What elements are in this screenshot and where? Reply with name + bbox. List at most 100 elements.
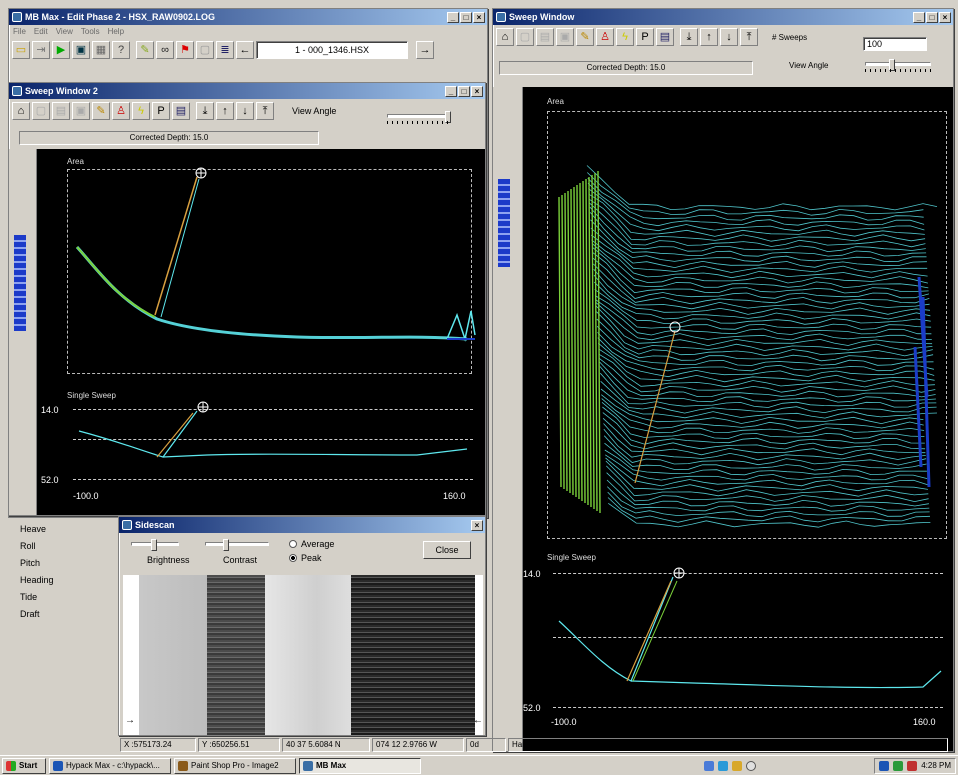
tray-b-icon[interactable] [893,760,904,771]
contrast-slider[interactable] [205,539,269,553]
sidescan-image[interactable]: → ← [123,575,483,735]
area-frame [67,169,472,374]
move-bottom-icon[interactable]: ⤓ [196,102,214,120]
flag-p-icon[interactable]: P [636,28,654,46]
depth-scale-bar[interactable] [498,179,510,267]
disabled-b-icon[interactable]: ▤ [52,102,70,120]
wand-icon[interactable]: ϟ [616,28,634,46]
area-label: Area [547,97,564,106]
sweep-side-panel [493,87,523,751]
disabled-a-icon[interactable]: ▢ [32,102,50,120]
move-down-icon[interactable]: ↓ [236,102,254,120]
doc-icon[interactable]: ▤ [656,28,674,46]
list-icon[interactable]: ≣ [216,41,234,59]
taskbar-item-mbmax[interactable]: MB Max [299,757,421,774]
next-file-icon[interactable]: ⇥ [32,41,50,59]
menu-edit[interactable]: Edit [33,26,48,36]
depth-bottom-label: 52.0 [523,703,541,713]
pencil-icon[interactable]: ✎ [92,102,110,120]
main-window-titlebar[interactable]: MB Max - Edit Phase 2 - HSX_RAW0902.LOG … [9,9,487,25]
disabled-c-icon[interactable]: ▣ [72,102,90,120]
peak-radio[interactable]: Peak [289,553,322,563]
status-longitude: 074 12 2.9766 W [372,738,464,752]
maximize-button[interactable]: □ [460,11,472,23]
move-bottom-icon[interactable]: ⤓ [680,28,698,46]
menu-tools[interactable]: Tools [80,26,100,36]
move-top-icon[interactable]: ⤒ [256,102,274,120]
tray-c-icon[interactable] [907,760,918,771]
help-icon[interactable]: ? [112,41,130,59]
menu-view[interactable]: View [55,26,73,36]
move-top-icon[interactable]: ⤒ [740,28,758,46]
system-tray: 4:28 PM [874,757,956,774]
sweep-toolbar: ⌂ ▢ ▤ ▣ ✎ ♙ ϟ P ▤ ⤓ ↑ ↓ ⤒ # Sweeps [493,25,953,49]
taskbar-item-hypack[interactable]: Hypack Max - c:\hypack\... [49,757,171,774]
disabled-b-icon[interactable]: ▤ [536,28,554,46]
sweep-plot-canvas[interactable]: Area Single Sweep 14.0 52.0 -100.0 160.0 [523,87,953,751]
start-button[interactable]: Start [2,757,46,774]
close-button[interactable]: × [471,519,483,531]
figure-icon[interactable]: ♙ [112,102,130,120]
quick-launch [704,760,756,771]
sweep-window-titlebar[interactable]: Sweep Window _ □ × [493,9,953,25]
maximize-button[interactable]: □ [458,85,470,97]
move-up-icon[interactable]: ↑ [700,28,718,46]
tray-a-icon[interactable] [879,760,890,771]
app-icon [12,12,22,22]
sweeps-input[interactable]: 100 [863,37,927,51]
sweep2-toolbar: ⌂ ▢ ▤ ▣ ✎ ♙ ϟ P ▤ ⤓ ↑ ↓ ⤒ View Angle [9,99,485,123]
taskbar-item-paintshop[interactable]: Paint Shop Pro - Image2 [174,757,296,774]
sidescan-titlebar[interactable]: Sidescan × [119,517,485,533]
move-up-icon[interactable]: ↑ [216,102,234,120]
pencil-icon[interactable]: ✎ [576,28,594,46]
status-hardlock: Hardlock Present [508,738,948,752]
sweep-window: Sweep Window _ □ × ⌂ ▢ ▤ ▣ ✎ ♙ ϟ P ▤ ⤓ ↑… [492,8,954,752]
disabled-tool-icon[interactable]: ▢ [196,41,214,59]
close-dialog-button[interactable]: Close [423,541,471,559]
doc-icon[interactable]: ▤ [172,102,190,120]
file-name-field[interactable]: 1 - 000_1346.HSX [256,41,408,59]
sweep-window-2-titlebar[interactable]: Sweep Window 2 _ □ × [9,83,485,99]
maximize-button[interactable]: □ [926,11,938,23]
view-angle-slider[interactable] [387,111,451,125]
close-button[interactable]: × [939,11,951,23]
home-icon[interactable]: ⌂ [496,28,514,46]
home-icon[interactable]: ⌂ [12,102,30,120]
edit-tool-icon[interactable]: ✎ [136,41,154,59]
sidescan-right-dark [351,575,475,735]
disabled-c-icon[interactable]: ▣ [556,28,574,46]
minimize-button[interactable]: _ [447,11,459,23]
flag-p-icon[interactable]: P [152,102,170,120]
disabled-a-icon[interactable]: ▢ [516,28,534,46]
figure-icon[interactable]: ♙ [596,28,614,46]
depth-top-label: 14.0 [41,405,59,415]
grid-icon[interactable]: ▦ [92,41,110,59]
binoculars-icon[interactable]: ∞ [156,41,174,59]
wand-icon[interactable]: ϟ [132,102,150,120]
close-button[interactable]: × [473,11,485,23]
view-angle-label: View Angle [292,106,337,116]
menu-help[interactable]: Help [107,26,125,36]
minimize-button[interactable]: _ [913,11,925,23]
minimize-button[interactable]: _ [445,85,457,97]
sweep2-plot-canvas[interactable]: Area Single Sweep 14.0 52.0 -100.0 160.0 [37,149,485,515]
quick-launch-a-icon[interactable] [704,760,714,771]
quick-launch-b-icon[interactable] [718,760,728,771]
quick-launch-d-icon[interactable] [746,760,756,771]
menu-file[interactable]: File [13,26,26,36]
view-angle-slider[interactable] [865,59,931,73]
flag-icon[interactable]: ⚑ [176,41,194,59]
sweep-window-2: Sweep Window 2 _ □ × ⌂ ▢ ▤ ▣ ✎ ♙ ϟ P ▤ ⤓… [8,82,486,516]
next-file-button[interactable]: → [416,41,434,59]
quick-launch-c-icon[interactable] [732,760,742,771]
move-down-icon[interactable]: ↓ [720,28,738,46]
close-button[interactable]: × [471,85,483,97]
average-radio[interactable]: Average [289,539,334,549]
pitch-label: Pitch [20,558,41,568]
open-folder-icon[interactable]: ▭ [12,41,30,59]
select-icon[interactable]: ▶ [52,41,70,59]
save-icon[interactable]: ▣ [72,41,90,59]
prev-file-button[interactable]: ← [236,41,254,59]
depth-scale-bar[interactable] [14,235,26,331]
brightness-slider[interactable] [131,539,179,553]
